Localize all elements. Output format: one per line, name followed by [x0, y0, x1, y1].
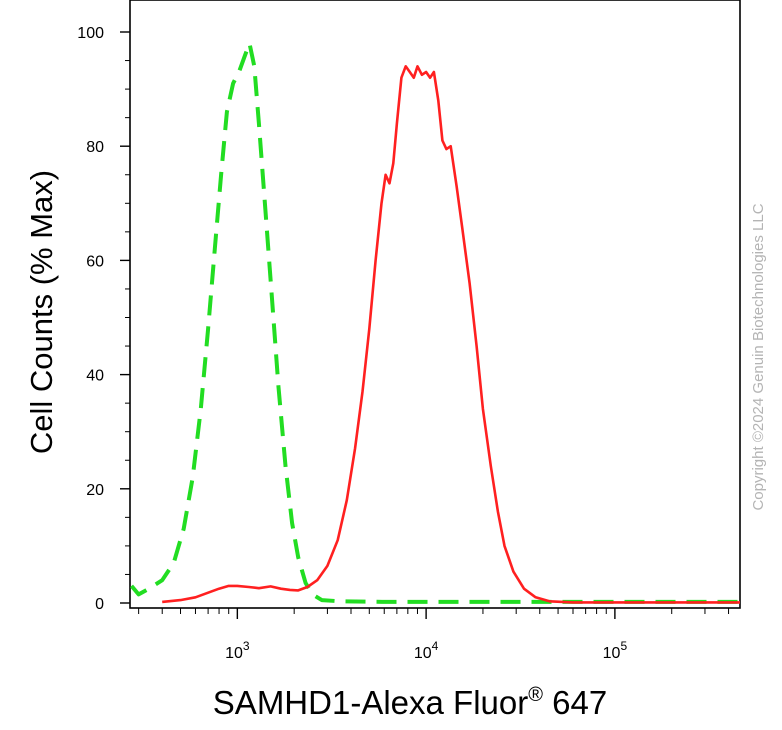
x-tick-label: 103 — [225, 639, 250, 662]
x-axis-title: SAMHD1-Alexa Fluor® 647 — [213, 684, 607, 721]
plot-frame — [129, 0, 741, 609]
y-axis-title: Cell Counts (% Max) — [24, 170, 59, 454]
y-tick-label: 0 — [95, 596, 104, 613]
x-tick-base: 10 — [603, 645, 621, 662]
y-tick-label: 80 — [86, 139, 104, 156]
y-tick-label: 100 — [77, 25, 104, 42]
y-tick-label: 40 — [86, 368, 104, 385]
copyright-watermark: Copyright ©2024 Genuin Biotechnologies L… — [750, 203, 767, 510]
x-tick-base: 10 — [414, 645, 432, 662]
x-tick-exponent: 3 — [243, 639, 250, 653]
x-axis-title-registered: ® — [528, 684, 543, 706]
y-tick-label: 20 — [86, 482, 104, 499]
x-tick-exponent: 4 — [432, 639, 439, 653]
x-tick-base: 10 — [225, 645, 243, 662]
series-line-1 — [129, 41, 740, 604]
series-line-2 — [162, 65, 740, 604]
y-axis-ticks: 0 20 40 60 80 100 — [77, 25, 130, 613]
series-layer — [129, 41, 740, 604]
x-axis-title-main: SAMHD1-Alexa Fluor — [213, 684, 528, 721]
x-tick-exponent: 5 — [620, 639, 627, 653]
x-axis-title-tail: 647 — [543, 684, 607, 721]
y-tick-label: 60 — [86, 253, 104, 270]
x-tick-label: 105 — [603, 639, 628, 662]
x-tick-label: 104 — [414, 639, 439, 662]
x-axis-ticks: 103 104 105 — [138, 608, 730, 662]
